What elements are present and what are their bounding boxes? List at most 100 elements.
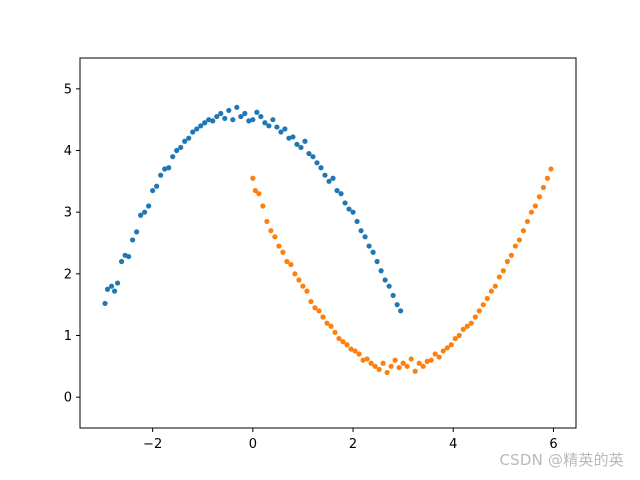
series-0-point bbox=[394, 302, 400, 308]
series-0-point bbox=[378, 268, 384, 274]
series-0-point bbox=[266, 123, 272, 129]
series-1-point bbox=[356, 351, 362, 357]
series-0-point bbox=[154, 183, 160, 189]
series-1-point bbox=[512, 243, 518, 249]
series-1-point bbox=[400, 360, 406, 366]
series-1-point bbox=[428, 357, 434, 363]
series-1-point bbox=[304, 288, 310, 294]
series-0-point bbox=[302, 138, 308, 144]
series-1-point bbox=[384, 369, 390, 376]
series-1-point bbox=[308, 298, 314, 305]
series-1-point bbox=[496, 274, 502, 280]
series-1-point bbox=[360, 357, 366, 363]
series-0-point bbox=[186, 135, 192, 141]
series-1-point bbox=[484, 295, 490, 302]
series-0-point bbox=[246, 118, 252, 124]
series-0-point bbox=[194, 126, 200, 132]
series-0-point bbox=[290, 134, 296, 140]
series-1-point bbox=[348, 346, 354, 352]
series-1-point bbox=[264, 218, 270, 225]
series-1-point bbox=[448, 342, 454, 348]
series-0-point bbox=[174, 147, 180, 154]
series-0-point bbox=[214, 113, 220, 120]
x-tick-label: 4 bbox=[449, 437, 457, 452]
series-0-point bbox=[142, 209, 148, 215]
series-1-point bbox=[520, 228, 526, 234]
series-0-point bbox=[146, 203, 152, 209]
series-0-point bbox=[262, 120, 268, 126]
series-0-point bbox=[310, 154, 316, 160]
series-0-point bbox=[258, 113, 264, 120]
series-1-point bbox=[424, 358, 430, 364]
series-1-point bbox=[452, 335, 458, 342]
series-1-point bbox=[272, 234, 278, 240]
series-0-point bbox=[362, 234, 368, 240]
x-tick-label: 0 bbox=[249, 437, 257, 452]
series-0-point bbox=[386, 283, 392, 289]
series-0-point bbox=[286, 135, 292, 141]
series-1-point bbox=[540, 184, 547, 191]
series-0-point bbox=[238, 113, 244, 120]
series-1-point bbox=[488, 288, 494, 294]
series-1-point bbox=[504, 258, 510, 265]
series-1-point bbox=[328, 323, 334, 329]
series-1-point bbox=[412, 368, 418, 374]
series-1-point bbox=[404, 363, 410, 369]
series-1-point bbox=[352, 348, 358, 354]
series-1-point bbox=[368, 360, 374, 366]
series-1-point bbox=[476, 308, 482, 314]
series-0-point bbox=[210, 118, 216, 124]
series-1-point bbox=[320, 314, 326, 320]
series-1-point bbox=[324, 320, 330, 326]
series-1-point bbox=[464, 323, 470, 329]
series-0-point bbox=[318, 165, 324, 171]
series-1-point bbox=[516, 237, 522, 243]
series-0-point bbox=[350, 209, 356, 215]
watermark: CSDN @精英的英 bbox=[499, 451, 624, 469]
series-0-point bbox=[226, 107, 232, 114]
series-0-point bbox=[102, 300, 108, 307]
series-0-point bbox=[134, 229, 140, 235]
series-0-point bbox=[314, 160, 320, 166]
series-0-point bbox=[274, 124, 280, 130]
series-1-point bbox=[392, 357, 398, 363]
series-0-point bbox=[306, 150, 312, 157]
x-axis: −2 0 2 4 6 bbox=[143, 428, 558, 452]
series-1-point bbox=[344, 342, 350, 348]
series-0-point bbox=[398, 308, 404, 314]
series-1-point bbox=[416, 360, 422, 366]
y-axis: 0 1 2 3 4 5 bbox=[64, 82, 80, 406]
series-0-point bbox=[346, 206, 352, 212]
series-1-point bbox=[420, 363, 426, 369]
series-1-point bbox=[524, 218, 531, 225]
series-0-point bbox=[104, 286, 111, 292]
series-1-point bbox=[396, 364, 402, 371]
series-0-point bbox=[382, 277, 388, 283]
series-1-point bbox=[372, 363, 378, 369]
series-0-point bbox=[162, 166, 168, 172]
series-0-point bbox=[222, 115, 228, 122]
series-0-point bbox=[218, 110, 224, 117]
series-1-point bbox=[284, 258, 290, 265]
series-0-point bbox=[230, 117, 236, 123]
series-1-point bbox=[508, 252, 514, 258]
series-1-point bbox=[364, 356, 370, 362]
series-0-point bbox=[178, 144, 184, 151]
series-0-point bbox=[158, 172, 164, 178]
series-0-point bbox=[298, 144, 304, 151]
y-tick-label: 0 bbox=[64, 391, 72, 406]
series-0-point bbox=[330, 175, 336, 181]
series-0-point bbox=[366, 243, 372, 249]
series-0-point bbox=[138, 212, 144, 218]
series-0-point bbox=[374, 258, 380, 265]
series-0-point bbox=[182, 138, 188, 144]
series-1-point bbox=[436, 354, 442, 360]
series-0-point bbox=[250, 117, 256, 123]
series-1-point bbox=[268, 228, 274, 234]
series-0-point bbox=[170, 154, 176, 160]
y-tick-label: 3 bbox=[64, 206, 72, 221]
series-1-point bbox=[532, 203, 539, 209]
series-0-point bbox=[126, 253, 132, 260]
series-1-point bbox=[492, 283, 498, 289]
series-1-point bbox=[336, 335, 342, 342]
